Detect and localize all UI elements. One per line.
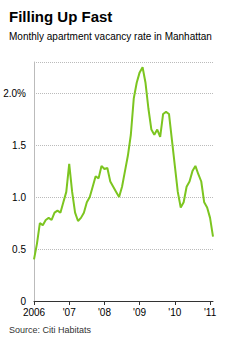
svg-text:Filling Up Fast: Filling Up Fast <box>9 8 112 25</box>
svg-text:'09: '09 <box>133 307 146 318</box>
svg-text:0.5: 0.5 <box>12 244 26 255</box>
svg-text:2006: 2006 <box>23 307 46 318</box>
svg-text:1.0: 1.0 <box>12 192 26 203</box>
svg-text:2.0%: 2.0% <box>3 88 26 99</box>
svg-text:'08: '08 <box>98 307 111 318</box>
svg-text:'10: '10 <box>168 307 181 318</box>
svg-text:1.5: 1.5 <box>12 140 26 151</box>
svg-text:'07: '07 <box>63 307 76 318</box>
svg-text:0: 0 <box>20 296 26 307</box>
svg-text:'11: '11 <box>204 307 217 318</box>
svg-text:Monthly apartment vacancy rate: Monthly apartment vacancy rate in Manhat… <box>9 31 212 42</box>
svg-text:Source: Citi Habitats: Source: Citi Habitats <box>9 325 92 335</box>
